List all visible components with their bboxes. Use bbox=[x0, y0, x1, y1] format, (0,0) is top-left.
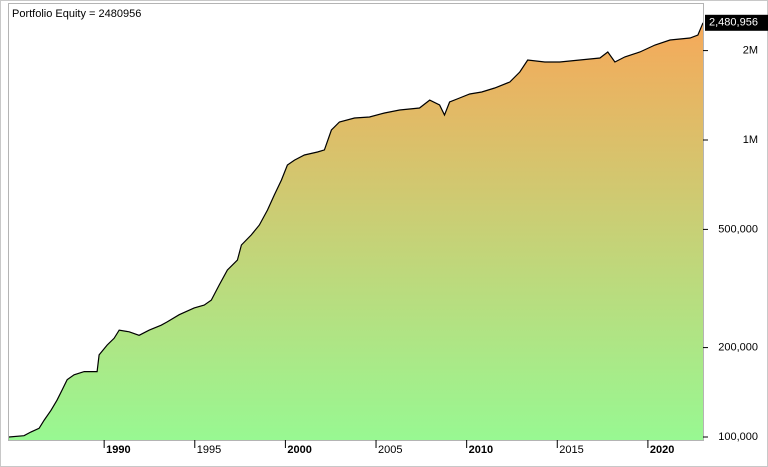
y-tick-label: 100,000 bbox=[718, 431, 758, 443]
equity-area bbox=[9, 22, 703, 440]
y-tick-label: 500,000 bbox=[718, 223, 758, 235]
x-tick-label: 2015 bbox=[559, 444, 583, 456]
last-value-box bbox=[705, 14, 768, 31]
x-tick-label: 2010 bbox=[469, 444, 493, 456]
last-value-label: 2,480,956 bbox=[709, 17, 758, 29]
x-tick-label: 1995 bbox=[197, 444, 221, 456]
x-tick-label: 1990 bbox=[106, 444, 130, 456]
y-tick-label: 2M bbox=[743, 44, 758, 56]
chart-title: Portfolio Equity = 2480956 bbox=[12, 8, 141, 20]
x-tick-label: 2020 bbox=[650, 444, 674, 456]
equity-line bbox=[9, 22, 703, 438]
y-tick-label: 1M bbox=[743, 134, 758, 146]
y-tick-label: 200,000 bbox=[718, 341, 758, 353]
x-tick-label: 2005 bbox=[378, 444, 402, 456]
x-tick-label: 2000 bbox=[287, 444, 311, 456]
